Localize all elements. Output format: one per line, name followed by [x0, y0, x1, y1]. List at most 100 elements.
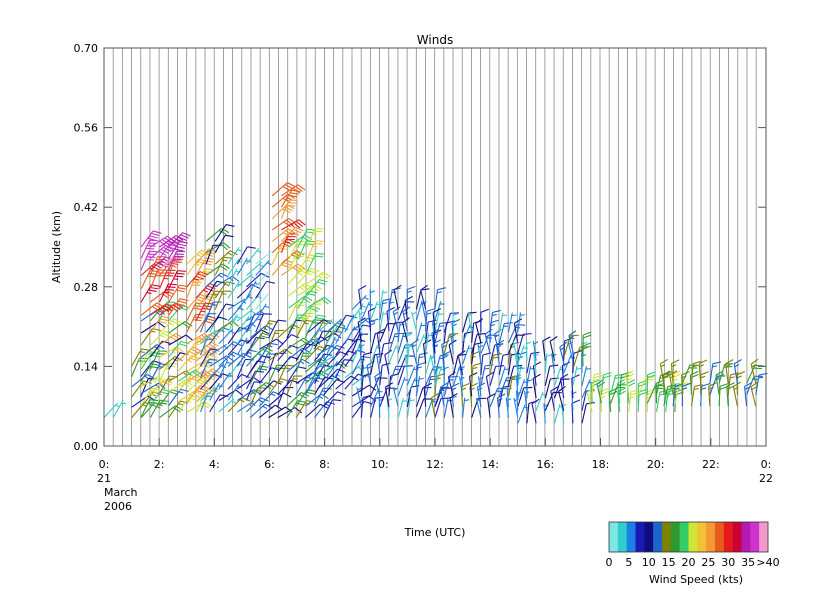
y-tick-label: 0.00: [74, 440, 99, 453]
wind-barb: [168, 321, 193, 334]
wind-barb: [199, 393, 212, 413]
wind-barb: [572, 366, 582, 386]
wind-barb: [352, 384, 377, 397]
wind-barb: [306, 296, 332, 309]
wind-barb: [625, 370, 634, 395]
wind-barb: [397, 376, 409, 397]
colorbar-swatch: [688, 522, 698, 552]
x-tick-label: 4:: [209, 458, 220, 471]
wind-barb: [131, 357, 149, 377]
wind-barb: [255, 313, 272, 333]
date-end-day: 22: [759, 472, 773, 485]
date-start-day: 21: [97, 472, 111, 485]
wind-barb: [525, 340, 532, 361]
wind-barb: [236, 308, 256, 322]
wind-barb: [199, 336, 212, 356]
wind-barb: [467, 312, 473, 333]
wind-barb: [746, 364, 764, 384]
wind-barb: [462, 311, 477, 333]
x-tick-label: 0:: [761, 458, 772, 471]
wind-barb: [550, 386, 559, 411]
wind-barb: [379, 298, 392, 321]
wind-barb: [258, 353, 276, 373]
wind-barb: [532, 373, 541, 399]
wind-barb: [663, 371, 672, 395]
colorbar-tick-label: 25: [701, 556, 715, 569]
x-tick-label: 0:: [99, 458, 110, 471]
wind-barb: [369, 289, 375, 310]
x-tick-label: 6:: [264, 458, 275, 471]
wind-barb: [498, 322, 513, 344]
wind-barb: [406, 343, 414, 364]
wind-barb: [186, 313, 205, 333]
wind-barb: [245, 381, 263, 401]
wind-barb: [406, 285, 416, 310]
wind-barb: [271, 193, 296, 208]
wind-barb: [517, 312, 525, 333]
colorbar-swatch: [732, 522, 742, 552]
wind-barb: [268, 364, 286, 384]
wind-barb: [297, 267, 320, 284]
colorbar-swatch: [662, 522, 672, 552]
wind-barb: [218, 389, 244, 401]
wind-barb: [420, 284, 429, 310]
wind-barb: [434, 311, 444, 332]
colorbar-swatch: [697, 522, 707, 552]
x-tick-label: 16:: [536, 458, 554, 471]
colorbar: 0 5 10 15 20 25 30 35 >40: [606, 521, 780, 569]
wind-barb: [246, 336, 265, 356]
colorbar-swatch: [750, 522, 760, 552]
wind-barb: [286, 375, 303, 395]
wind-barb: [214, 290, 232, 310]
wind-barb: [131, 373, 155, 388]
y-tick-label: 0.42: [74, 201, 99, 214]
wind-barb: [517, 351, 527, 375]
wind-barb: [360, 394, 372, 418]
wind-barb: [214, 250, 238, 265]
wind-barb: [480, 308, 490, 333]
wind-barb: [304, 345, 328, 362]
wind-barb: [255, 260, 272, 276]
wind-barb: [591, 372, 603, 395]
wind-barb: [236, 400, 256, 413]
wind-barb: [246, 397, 269, 413]
date-labels: 21 March 2006 22: [97, 472, 773, 513]
wind-barb: [307, 319, 332, 333]
wind-barb: [351, 294, 369, 310]
wind-barb: [439, 382, 449, 408]
wind-barb: [384, 349, 393, 375]
wind-barb: [434, 287, 446, 310]
wind-barb: [236, 315, 253, 333]
wind-barb: [218, 328, 236, 345]
wind-barb: [512, 341, 519, 361]
wind-barb: [205, 242, 231, 254]
wind-barb: [571, 399, 581, 424]
wind-barb: [168, 284, 188, 303]
wind-barb: [379, 342, 393, 364]
wind-barb: [397, 322, 405, 343]
y-tick-label: 0.14: [74, 360, 99, 373]
wind-barb: [323, 391, 346, 407]
wind-barb: [505, 397, 512, 418]
wind-barb: [196, 374, 217, 392]
wind-barb: [288, 240, 307, 260]
wind-barb: [513, 318, 523, 343]
wind-barb: [227, 305, 244, 322]
wind-barb: [493, 328, 502, 354]
wind-barb: [517, 333, 532, 354]
wind-barb: [205, 280, 226, 299]
wind-barb: [551, 353, 557, 374]
profile-grid: [112, 48, 757, 446]
wind-barb: [406, 397, 415, 418]
wind-barb: [544, 353, 552, 374]
y-tick-label: 0.28: [74, 281, 99, 294]
wind-barb: [149, 399, 169, 418]
wind-barb: [159, 302, 184, 316]
wind-barb: [430, 393, 439, 418]
wind-barb: [471, 362, 482, 386]
x-tick-label: 18:: [592, 458, 610, 471]
wind-barb: [214, 223, 235, 242]
wind-barb: [268, 392, 292, 407]
x-tick-label: 12:: [426, 458, 444, 471]
wind-barb: [392, 387, 399, 407]
